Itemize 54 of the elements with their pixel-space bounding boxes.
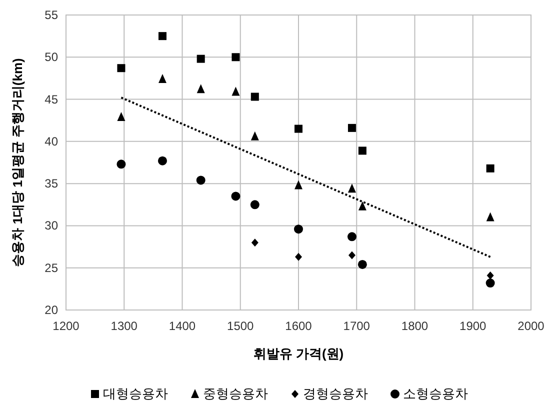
point bbox=[250, 200, 260, 210]
x-tick-label: 1300 bbox=[110, 319, 138, 333]
point bbox=[486, 212, 494, 222]
point bbox=[486, 271, 494, 280]
y-axis-title: 승용차 1대당 1일평균 주행거리(km) bbox=[10, 58, 25, 267]
x-tick-label: 2000 bbox=[518, 319, 545, 333]
point bbox=[232, 86, 240, 96]
point bbox=[196, 54, 205, 63]
legend-label: 경형승용차 bbox=[303, 386, 368, 401]
x-axis-title: 휘발유 가격(원) bbox=[253, 346, 344, 361]
point bbox=[117, 64, 126, 72]
point bbox=[158, 32, 166, 40]
point bbox=[486, 164, 494, 172]
point bbox=[295, 252, 302, 261]
point bbox=[116, 160, 126, 169]
y-tick-label: 40 bbox=[44, 134, 58, 148]
point bbox=[294, 180, 302, 190]
point bbox=[358, 146, 366, 155]
x-tick-label: 1900 bbox=[460, 319, 487, 333]
point bbox=[250, 92, 259, 101]
y-tick-label: 55 bbox=[44, 8, 58, 22]
x-tick-label: 1400 bbox=[168, 319, 196, 333]
point bbox=[158, 156, 167, 166]
y-tick-label: 35 bbox=[44, 176, 58, 191]
legend-label: 중형승용차 bbox=[203, 386, 268, 401]
point bbox=[348, 124, 356, 132]
point bbox=[358, 260, 367, 269]
y-tick-label: 50 bbox=[44, 50, 58, 64]
point bbox=[232, 53, 240, 62]
y-tick-label: 20 bbox=[44, 303, 58, 317]
point bbox=[348, 251, 356, 260]
point bbox=[250, 131, 259, 140]
point bbox=[486, 278, 495, 288]
point bbox=[231, 192, 240, 201]
y-tick-label: 25 bbox=[44, 260, 58, 275]
point bbox=[158, 74, 166, 84]
point bbox=[251, 238, 258, 247]
point bbox=[117, 112, 126, 121]
x-tick-label: 1500 bbox=[227, 319, 254, 333]
point bbox=[294, 224, 303, 234]
legend-label: 대형승용차 bbox=[103, 386, 168, 401]
x-tick-label: 1800 bbox=[401, 319, 428, 333]
y-tick-label: 30 bbox=[44, 218, 58, 233]
point bbox=[294, 124, 302, 133]
x-tick-label: 1700 bbox=[343, 319, 370, 333]
y-tick-label: 45 bbox=[44, 92, 58, 106]
point bbox=[348, 184, 356, 193]
point bbox=[358, 201, 366, 210]
x-tick-label: 1600 bbox=[285, 319, 312, 333]
point bbox=[347, 232, 356, 242]
x-tick-label: 1200 bbox=[52, 319, 80, 333]
legend-label: 소형승용차 bbox=[403, 386, 468, 401]
point bbox=[196, 84, 205, 94]
point bbox=[196, 176, 206, 185]
